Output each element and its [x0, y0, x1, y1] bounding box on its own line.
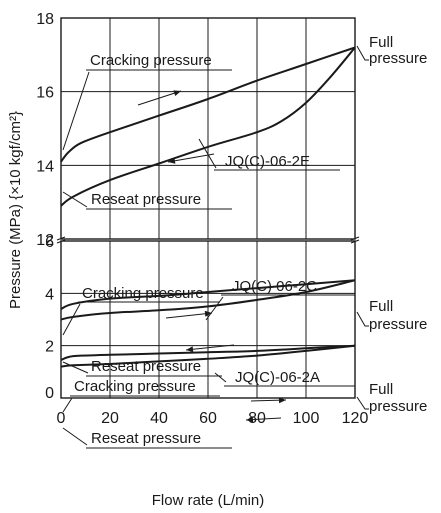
y-axis-label: Pressure (MPa) {×10 kgf/cm²} — [7, 111, 24, 309]
y-tick-label: 12 — [36, 232, 54, 249]
series-curves — [60, 46, 356, 368]
cracking-pointer-2c — [62, 303, 81, 336]
x-tick-label: 20 — [101, 410, 119, 427]
series-label-2e: JQ(C)-06-2E — [225, 153, 310, 170]
cracking-pointer-2e — [62, 71, 90, 151]
series-2-reseat-line — [60, 344, 356, 368]
arrow-cracking-2a-head — [278, 397, 286, 404]
full-label-3: Full — [369, 381, 393, 398]
reseat-label-2e: Reseat pressure — [91, 191, 201, 208]
reseat-label-2c: Reseat pressure — [91, 358, 201, 375]
y-tick-label: 4 — [45, 286, 54, 303]
series-0-cracking-line — [60, 46, 356, 163]
y-tick-label: 6 — [45, 234, 54, 251]
full-pointer-1 — [356, 45, 369, 61]
cracking-label-2a: Cracking pressure — [74, 378, 196, 395]
direction-arrows — [137, 90, 287, 423]
arrow-reseat-2a-head — [246, 416, 254, 423]
full-pressure-label-3: pressure — [369, 398, 427, 415]
y-tick-label: 14 — [36, 158, 54, 175]
cracking-pointer-2a — [62, 397, 73, 413]
x-axis-label: Flow rate (L/min) — [152, 492, 265, 509]
x-tick-label: 40 — [150, 410, 168, 427]
reseat-pointer-2e — [62, 191, 88, 208]
full-pressure-label-2: pressure — [369, 316, 427, 333]
reseat-pointer-2a — [62, 427, 88, 446]
series-1-reseat-line — [60, 279, 356, 321]
x-tick-label: 80 — [248, 410, 266, 427]
arrow-reseat-2c — [185, 344, 235, 351]
series-1-cracking-line — [60, 279, 356, 310]
x-tick-label: 0 — [57, 410, 66, 427]
grid-lines — [61, 18, 355, 398]
full-label-2: Full — [369, 298, 393, 315]
full-label-1: Full — [369, 34, 393, 51]
tick-labels: 0 20 40 60 80 100 120 12 14 16 18 0 2 4 6 — [36, 11, 368, 427]
cracking-label-2c: Cracking pressure — [82, 285, 204, 302]
series-pointer-2a — [214, 372, 227, 383]
arrow-cracking-2c — [165, 312, 213, 319]
full-pressure-label-1: pressure — [369, 50, 427, 67]
arrow-reseat-2e-head — [168, 157, 176, 164]
series-label-2a: JQ(C)-06-2A — [235, 369, 320, 386]
arrow-reseat-2c-head — [186, 346, 194, 353]
reseat-label-2a: Reseat pressure — [91, 430, 201, 447]
arrow-cracking-2e — [137, 90, 182, 106]
arrow-cracking-2e-head — [173, 90, 181, 97]
y-tick-label: 18 — [36, 11, 54, 28]
reseat-pointer-2c — [62, 361, 89, 374]
arrow-reseat-2e — [167, 153, 215, 163]
axis-break-left — [56, 236, 66, 244]
axis-break-right — [350, 236, 360, 244]
series-0-reseat-line — [60, 46, 356, 207]
series-2-cracking-line — [60, 344, 356, 362]
series-label-2c: JQ(C) 06-2C — [232, 278, 317, 295]
y-tick-label: 0 — [45, 385, 54, 402]
y-tick-label: 2 — [45, 339, 54, 356]
series-pointer-2e — [198, 138, 217, 169]
x-tick-label: 100 — [293, 410, 320, 427]
arrow-cracking-2c-head — [204, 310, 212, 317]
y-tick-label: 16 — [36, 85, 54, 102]
full-pointer-3 — [356, 396, 369, 410]
x-tick-label: 60 — [199, 410, 217, 427]
series-pointer-2c — [205, 296, 224, 321]
x-tick-label: 120 — [342, 410, 369, 427]
full-pointer-2 — [356, 311, 369, 327]
cracking-label-2e: Cracking pressure — [90, 52, 212, 69]
